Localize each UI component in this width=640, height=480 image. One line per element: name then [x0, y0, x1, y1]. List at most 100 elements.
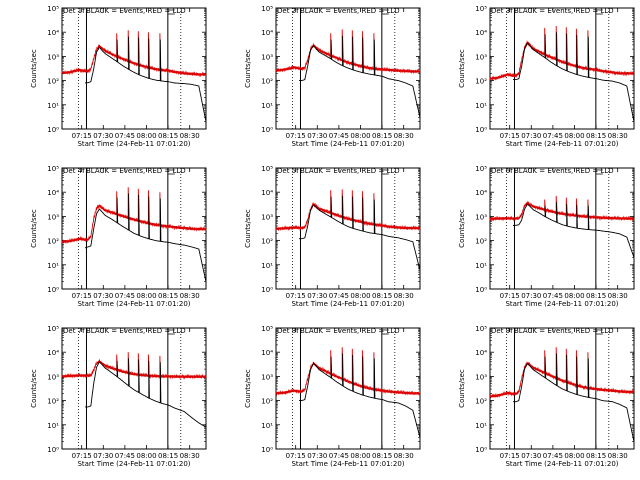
x-tick-label: 07:30	[93, 292, 113, 300]
plot-frame	[275, 327, 421, 450]
y-axis-title: Counts/sec	[244, 209, 252, 248]
x-tick-label: 08:15	[372, 292, 392, 300]
y-tick-label: 10⁴	[261, 349, 273, 357]
x-tick-label: 07:15	[286, 452, 306, 460]
series-events-line	[513, 202, 635, 258]
panel-title: Det 9f	[491, 327, 513, 335]
y-tick-label: 10⁵	[261, 165, 273, 173]
y-tick-label: 10²	[475, 398, 487, 406]
y-tick-label: 10²	[475, 238, 487, 246]
x-tick-label: 07:45	[329, 452, 349, 460]
x-tick-label: 08:30	[180, 292, 200, 300]
y-tick-label: 10⁵	[47, 325, 59, 333]
y-tick-label: 10³	[261, 373, 273, 381]
y-tick-label: 10⁰	[475, 126, 487, 134]
x-tick-label: 08:00	[564, 132, 584, 140]
y-tick-label: 10⁰	[261, 286, 273, 294]
x-tick-label: 08:00	[564, 292, 584, 300]
x-tick-label: 08:15	[158, 132, 178, 140]
legend-text: BLACK = Events, RED = LLD	[86, 7, 186, 15]
y-tick-label: 10³	[261, 53, 273, 61]
x-tick-label: 07:15	[500, 452, 520, 460]
x-tick-label: 07:30	[521, 292, 541, 300]
x-tick-label: 07:15	[72, 452, 92, 460]
x-tick-label: 08:30	[608, 132, 628, 140]
series-lld-line	[61, 30, 207, 78]
y-tick-label: 10²	[47, 398, 59, 406]
series-lld-line	[61, 187, 207, 245]
interval-bracket	[381, 329, 389, 335]
x-axis-title: Start Time (24-Feb-11 07:01:20)	[77, 460, 190, 468]
y-tick-label: 10²	[47, 238, 59, 246]
x-tick-label: 07:30	[93, 452, 113, 460]
interval-bracket	[381, 9, 389, 15]
x-tick-label: 07:15	[500, 292, 520, 300]
y-axis-title: Counts/sec	[30, 209, 38, 248]
x-tick-label: 07:45	[115, 132, 135, 140]
y-axis-title: Counts/sec	[458, 369, 466, 408]
y-tick-label: 10⁴	[475, 29, 487, 37]
series-events-line	[299, 353, 421, 438]
y-tick-label: 10³	[475, 53, 487, 61]
y-tick-label: 10⁴	[261, 189, 273, 197]
x-tick-label: 07:45	[543, 292, 563, 300]
x-tick-label: 08:30	[608, 452, 628, 460]
plot-frame	[61, 7, 207, 130]
x-tick-label: 08:15	[586, 132, 606, 140]
x-axis-title: Start Time (24-Feb-11 07:01:20)	[505, 140, 618, 148]
y-tick-label: 10⁴	[47, 189, 59, 197]
x-tick-label: 08:15	[372, 452, 392, 460]
y-tick-label: 10²	[475, 78, 487, 86]
series-events-line	[299, 35, 421, 118]
y-tick-label: 10²	[261, 238, 273, 246]
panel-title: Det 6f	[491, 167, 513, 175]
y-tick-label: 10¹	[47, 422, 59, 430]
series-events-line	[513, 353, 635, 442]
x-tick-label: 07:15	[72, 292, 92, 300]
legend-text: BLACK = Events, RED = LLD	[300, 327, 400, 335]
interval-bracket	[167, 329, 175, 335]
x-tick-label: 08:30	[608, 292, 628, 300]
y-tick-label: 10⁴	[475, 349, 487, 357]
y-tick-label: 10⁰	[47, 446, 59, 454]
x-tick-label: 08:00	[136, 292, 156, 300]
legend-text: BLACK = Events, RED = LLD	[514, 7, 614, 15]
series-events-line	[513, 32, 635, 122]
y-tick-label: 10⁴	[261, 29, 273, 37]
y-tick-label: 10⁰	[261, 446, 273, 454]
x-tick-label: 07:15	[286, 292, 306, 300]
plot-frame	[61, 327, 207, 450]
y-tick-label: 10¹	[475, 102, 487, 110]
series-events-line	[85, 36, 207, 122]
interval-bracket	[167, 169, 175, 175]
y-tick-label: 10¹	[47, 102, 59, 110]
interval-bracket	[595, 329, 603, 335]
x-axis-title: Start Time (24-Feb-11 07:01:20)	[77, 300, 190, 308]
y-tick-label: 10⁵	[47, 165, 59, 173]
x-tick-label: 08:00	[350, 452, 370, 460]
x-axis-title: Start Time (24-Feb-11 07:01:20)	[505, 460, 618, 468]
y-tick-label: 10³	[47, 373, 59, 381]
x-tick-label: 08:15	[586, 452, 606, 460]
legend-text: BLACK = Events, RED = LLD	[300, 7, 400, 15]
x-axis-title: Start Time (24-Feb-11 07:01:20)	[77, 140, 190, 148]
x-tick-label: 07:30	[307, 132, 327, 140]
series-events-line	[299, 195, 421, 271]
x-axis-title: Start Time (24-Feb-11 07:01:20)	[291, 300, 404, 308]
x-tick-label: 07:45	[115, 452, 135, 460]
x-tick-label: 07:30	[521, 452, 541, 460]
y-axis-title: Counts/sec	[244, 369, 252, 408]
legend-text: BLACK = Events, RED = LLD	[86, 327, 186, 335]
plot-frame	[489, 167, 635, 290]
x-tick-label: 08:30	[180, 452, 200, 460]
interval-bracket	[595, 169, 603, 175]
legend-text: BLACK = Events, RED = LLD	[300, 167, 400, 175]
y-tick-label: 10³	[47, 53, 59, 61]
x-tick-label: 07:30	[93, 132, 113, 140]
y-axis-title: Counts/sec	[30, 49, 38, 88]
